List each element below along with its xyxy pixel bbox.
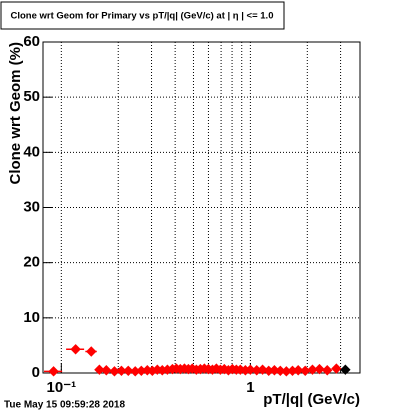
- marker: [116, 365, 127, 377]
- chart-title: Clone wrt Geom for Primary vs pT/|q| (Ge…: [11, 11, 274, 22]
- y-tick-label: 30: [23, 198, 40, 215]
- marker: [123, 365, 134, 377]
- marker: [331, 363, 342, 374]
- y-tick-label: 10: [23, 309, 40, 326]
- marker: [86, 346, 97, 357]
- marker: [101, 365, 112, 376]
- marker: [245, 364, 256, 375]
- marker: [70, 344, 81, 355]
- y-tick-label: 20: [23, 254, 40, 271]
- title-box: [0, 1, 285, 30]
- x-tick-label: 10⁻¹: [47, 379, 77, 396]
- y-tick-label: 0: [32, 364, 40, 381]
- marker: [322, 365, 333, 376]
- x-axis-label: pT/|q| (GeV/c): [263, 391, 360, 408]
- x-tick-label: 1: [246, 379, 254, 396]
- y-tick-label: 40: [23, 143, 40, 160]
- y-tick-label: 50: [23, 88, 40, 105]
- timestamp: Tue May 15 09:59:28 2018: [4, 400, 125, 411]
- marker: [94, 364, 105, 375]
- marker: [292, 365, 304, 376]
- y-axis-label: Clone wrt Geom (%): [7, 42, 24, 185]
- y-tick-label: 60: [23, 33, 40, 50]
- marker: [314, 363, 325, 375]
- marker: [48, 366, 59, 377]
- marker: [340, 364, 351, 375]
